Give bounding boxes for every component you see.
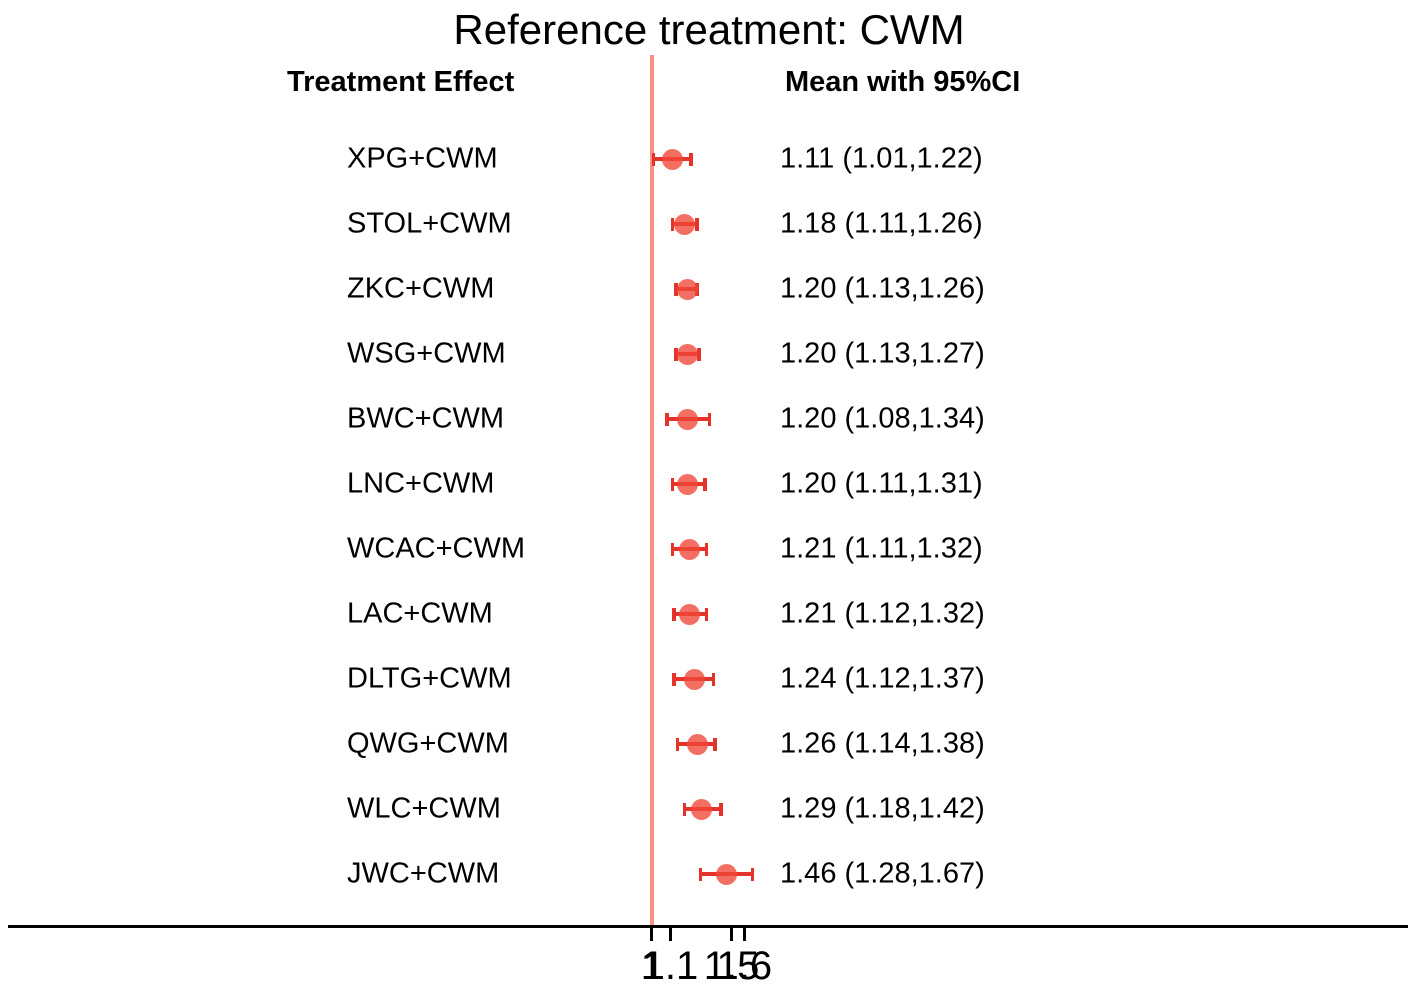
column-header-mean-ci: Mean with 95%CI [785, 66, 1021, 98]
mean-marker [677, 278, 699, 300]
ci-cap-right [704, 542, 709, 556]
ci-cap-left [665, 412, 669, 426]
x-axis-tick-label: 1 [640, 944, 663, 988]
mean-ci-value: 1.18 (1.11,1.26) [780, 207, 983, 240]
ci-cap-left [698, 867, 703, 881]
ci-cap-left [670, 477, 674, 491]
mean-ci-value: 1.29 (1.18,1.42) [780, 792, 985, 825]
mean-marker [683, 668, 705, 690]
ci-cap-right [695, 217, 699, 231]
mean-marker [677, 408, 699, 430]
x-axis-tick-label: 1.1 [642, 944, 699, 988]
reference-line [649, 55, 654, 925]
ci-cap-right [697, 347, 701, 361]
treatment-label: LNC+CWM [347, 467, 495, 500]
ci-cap-right [689, 152, 693, 166]
ci-cap-left [674, 282, 678, 296]
mean-ci-value: 1.46 (1.28,1.67) [780, 857, 985, 890]
treatment-label: ZKC+CWM [347, 272, 495, 305]
x-axis-line [8, 925, 1408, 928]
treatment-label: LAC+CWM [347, 597, 493, 630]
chart-title: Reference treatment: CWM [453, 6, 965, 53]
column-header-treatment-effect: Treatment Effect [287, 66, 515, 98]
mean-ci-value: 1.20 (1.13,1.27) [780, 337, 985, 370]
x-axis-tick [650, 928, 654, 941]
mean-ci-value: 1.20 (1.11,1.31) [780, 467, 983, 500]
x-axis-tick-label: 1.6 [716, 944, 773, 988]
ci-cap-left [672, 607, 676, 621]
treatment-label: WCAC+CWM [347, 532, 526, 565]
mean-ci-value: 1.24 (1.12,1.37) [780, 662, 985, 695]
treatment-label: DLTG+CWM [347, 662, 512, 695]
treatment-label: STOL+CWM [347, 207, 512, 240]
treatment-label: BWC+CWM [347, 402, 505, 435]
ci-cap-left [675, 737, 680, 751]
ci-cap-right [707, 412, 712, 426]
ci-cap-left [674, 347, 678, 361]
x-axis-tick [668, 928, 672, 941]
ci-cap-right [750, 867, 755, 881]
mean-marker [677, 343, 699, 365]
mean-ci-value: 1.11 (1.01,1.22) [780, 142, 983, 175]
treatment-label: XPG+CWM [347, 142, 498, 175]
ci-cap-right [719, 802, 723, 816]
mean-marker [673, 213, 695, 235]
mean-ci-value: 1.21 (1.12,1.32) [780, 597, 985, 630]
mean-marker [691, 798, 713, 820]
ci-cap-left [670, 217, 674, 231]
ci-cap-left [672, 672, 676, 686]
ci-cap-right [703, 477, 707, 491]
mean-ci-value: 1.26 (1.14,1.38) [780, 727, 985, 760]
treatment-label: WLC+CWM [347, 792, 501, 825]
treatment-label: QWG+CWM [347, 727, 509, 760]
treatment-label: WSG+CWM [347, 337, 506, 370]
ci-cap-left [670, 542, 674, 556]
mean-marker [678, 538, 700, 560]
mean-marker [715, 863, 737, 885]
ci-cap-right [704, 607, 709, 621]
x-axis-tick [730, 928, 734, 941]
mean-marker [678, 603, 700, 625]
ci-cap-left [651, 152, 656, 166]
mean-marker [686, 733, 708, 755]
mean-ci-value: 1.20 (1.08,1.34) [780, 402, 985, 435]
mean-marker [677, 473, 699, 495]
mean-ci-value: 1.21 (1.11,1.32) [780, 532, 983, 565]
mean-marker [661, 148, 683, 170]
x-axis-tick [742, 928, 746, 941]
ci-cap-right [713, 737, 717, 751]
x-axis-tick-label: 1.5 [703, 944, 760, 988]
mean-ci-value: 1.20 (1.13,1.26) [780, 272, 985, 305]
ci-cap-right [711, 672, 716, 686]
treatment-label: JWC+CWM [347, 857, 500, 890]
ci-cap-left [682, 802, 687, 816]
